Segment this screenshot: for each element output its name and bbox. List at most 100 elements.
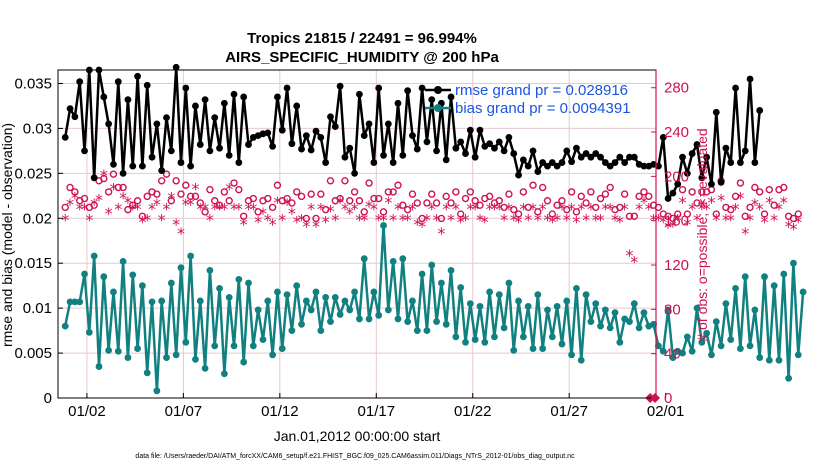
obs-possible-marker	[370, 194, 378, 203]
y-left-tick-label: 0.015	[14, 255, 52, 272]
obs-possible-marker	[780, 183, 788, 192]
bias-point	[582, 291, 590, 299]
bias-point	[722, 300, 730, 308]
obs-evaluated-marker: *	[394, 199, 402, 218]
obs-evaluated-marker: *	[519, 199, 527, 218]
obs-evaluated-marker: *	[447, 210, 455, 229]
rmse-point	[356, 90, 363, 98]
obs-possible-marker	[201, 208, 209, 216]
obs-evaluated-marker: *	[650, 210, 658, 229]
obs-evaluated-marker: *	[143, 210, 151, 229]
rmse-point	[558, 159, 566, 166]
obs-evaluated-marker: *	[177, 224, 185, 243]
bias-point	[148, 298, 156, 306]
bias-point	[491, 333, 498, 341]
bias-point	[519, 333, 527, 341]
bias-point	[331, 293, 339, 301]
obs-possible-marker	[456, 210, 465, 218]
obs-evaluated-marker: *	[109, 179, 117, 198]
obs-evaluated-marker: *	[698, 199, 706, 218]
obs-evaluated-marker: *	[486, 199, 494, 218]
obs-possible-marker	[80, 194, 89, 203]
bias-point	[770, 282, 778, 290]
bias-point	[635, 324, 643, 332]
bias-point	[563, 297, 571, 305]
rmse-point	[346, 144, 354, 152]
x-tick-label: 01/27	[550, 403, 588, 420]
bias-point	[553, 302, 561, 310]
bias-point	[95, 363, 103, 370]
obs-evaluated-marker: *	[380, 210, 388, 229]
obs-evaluated-marker: *	[153, 195, 161, 214]
y-left-tick-label: 0	[44, 390, 52, 407]
y-right-tick-label: 240	[664, 124, 689, 141]
legend-bias-label: bias grand pr = 0.0094391	[455, 100, 631, 117]
obs-possible-marker	[317, 190, 325, 198]
obs-evaluated-marker: *	[341, 199, 349, 218]
rmse-point	[606, 162, 614, 170]
obs-evaluated-marker: *	[524, 210, 532, 229]
rmse-point	[71, 113, 79, 121]
rmse-point	[722, 144, 730, 152]
rmse-point	[693, 141, 701, 148]
obs-evaluated-marker: *	[606, 199, 614, 218]
rmse-point	[293, 102, 301, 110]
obs-evaluated-marker: *	[85, 210, 93, 229]
rmse-point	[664, 195, 672, 202]
obs-possible-marker	[302, 214, 311, 223]
obs-evaluated-marker: *	[172, 215, 180, 234]
obs-evaluated-marker: *	[114, 199, 122, 218]
bias-point	[288, 327, 296, 335]
bias-point	[693, 304, 701, 312]
rmse-point	[114, 78, 122, 86]
obs-evaluated-marker: *	[71, 188, 79, 207]
rmse-point	[751, 159, 759, 166]
rmse-point	[138, 162, 146, 170]
bias-point	[206, 266, 214, 274]
rmse-point	[669, 189, 677, 197]
obs-evaluated-marker: *	[505, 199, 513, 218]
obs-evaluated-marker: *	[510, 210, 518, 229]
bias-point	[230, 342, 238, 350]
obs-possible-marker	[124, 205, 132, 214]
rmse-point	[360, 132, 368, 140]
obs-possible-marker	[249, 194, 258, 203]
bias-point	[712, 318, 720, 326]
rmse-point	[621, 159, 629, 166]
obs-evaluated-marker: *	[645, 199, 653, 218]
obs-evaluated-marker: *	[404, 210, 412, 229]
obs-evaluated-marker: *	[630, 253, 638, 272]
obs-possible-marker	[741, 212, 749, 220]
obs-evaluated-marker: *	[244, 199, 252, 218]
rmse-point	[240, 93, 248, 101]
bias-point	[447, 266, 455, 274]
rmse-point	[380, 151, 387, 159]
bias-point	[177, 264, 185, 272]
bias-point	[225, 293, 233, 301]
obs-evaluated-marker: *	[621, 199, 629, 218]
obs-evaluated-marker: *	[563, 210, 571, 229]
bias-point	[683, 333, 691, 341]
rmse-point	[640, 162, 648, 170]
obs-evaluated-marker: *	[317, 199, 325, 218]
bias-point	[399, 255, 407, 263]
rmse-point	[148, 153, 156, 161]
obs-possible-marker	[61, 203, 69, 212]
obs-evaluated-marker: *	[688, 199, 696, 218]
bias-point	[515, 297, 522, 305]
rmse-point	[336, 82, 344, 90]
rmse-point	[553, 162, 561, 170]
obs-evaluated-marker: *	[119, 188, 127, 207]
obs-evaluated-marker: *	[288, 204, 296, 223]
rmse-point	[471, 153, 479, 161]
rmse-point	[616, 153, 624, 161]
rmse-point	[110, 160, 117, 168]
legend: rmse grand pr = 0.028916 bias grand pr =…	[425, 82, 631, 117]
obs-evaluated-marker: *	[616, 213, 624, 232]
rmse-point	[582, 150, 590, 157]
obs-evaluated-marker: *	[273, 193, 281, 212]
rmse-point	[597, 153, 604, 161]
obs-evaluated-marker: *	[765, 193, 773, 212]
bias-point	[428, 261, 436, 269]
obs-possible-marker	[529, 181, 537, 189]
